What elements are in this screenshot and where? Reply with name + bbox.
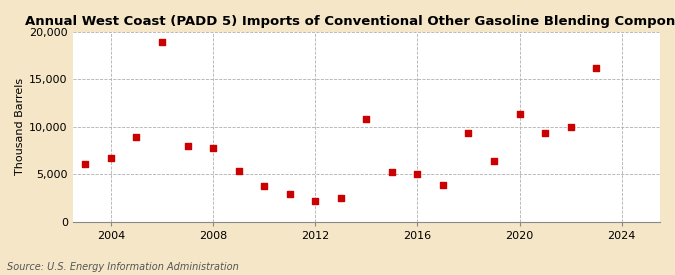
Point (387, 170, 398, 175)
Point (310, 199, 321, 204)
Point (80, 162, 91, 166)
Point (591, 66, 601, 70)
Y-axis label: Thousand Barrels: Thousand Barrels (15, 78, 25, 175)
Point (208, 145, 219, 150)
Point (157, 40, 167, 45)
Point (463, 130, 474, 135)
Point (565, 125, 576, 129)
Point (540, 130, 551, 135)
Point (131, 135, 142, 139)
Point (514, 112, 525, 117)
Point (284, 191, 295, 196)
Point (412, 172, 423, 177)
Point (105, 156, 116, 160)
Point (335, 196, 346, 200)
Point (361, 117, 372, 122)
Title: Annual West Coast (PADD 5) Imports of Conventional Other Gasoline Blending Compo: Annual West Coast (PADD 5) Imports of Co… (25, 15, 675, 28)
Point (489, 159, 500, 163)
Point (234, 169, 244, 174)
Point (259, 183, 269, 188)
Point (437, 183, 448, 187)
Text: Source: U.S. Energy Information Administration: Source: U.S. Energy Information Administ… (7, 262, 238, 272)
Point (182, 144, 193, 148)
